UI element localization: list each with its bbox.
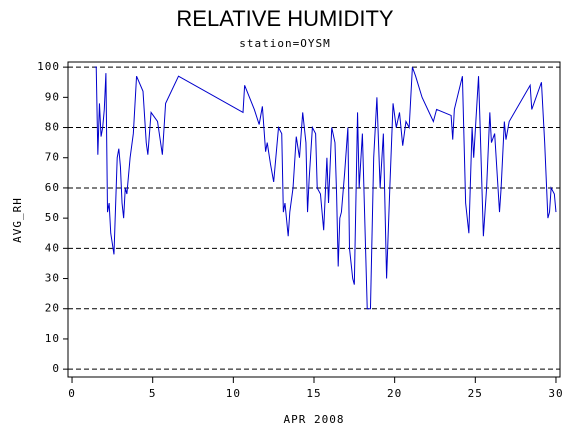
y-tick-label: 80 <box>45 121 60 134</box>
x-tick-label: 0 <box>68 387 76 400</box>
plot-frame <box>67 61 561 378</box>
y-tick-label: 10 <box>45 332 60 345</box>
y-tick-label: 40 <box>45 241 60 254</box>
x-axis-label: APR 2008 <box>284 413 345 426</box>
y-tick-label: 90 <box>45 90 60 103</box>
chart-subtitle: station=OYSM <box>239 37 330 50</box>
x-tick-label: 30 <box>548 387 563 400</box>
x-tick-label: 20 <box>387 387 402 400</box>
y-tick-label: 70 <box>45 151 60 164</box>
x-tick-label: 25 <box>468 387 483 400</box>
y-tick-label: 20 <box>45 302 60 315</box>
y-tick-label: 0 <box>52 362 60 375</box>
data-line <box>94 66 557 310</box>
x-tick-label: 15 <box>306 387 321 400</box>
chart-title: RELATIVE HUMIDITY <box>176 6 394 31</box>
y-tick-label: 60 <box>45 181 60 194</box>
y-tick-label: 50 <box>45 211 60 224</box>
x-tick-label: 10 <box>226 387 241 400</box>
x-tick-label: 5 <box>149 387 157 400</box>
y-tick-label: 100 <box>37 60 60 73</box>
y-tick-label: 30 <box>45 272 60 285</box>
y-axis-label: AVG_RH <box>11 197 24 243</box>
